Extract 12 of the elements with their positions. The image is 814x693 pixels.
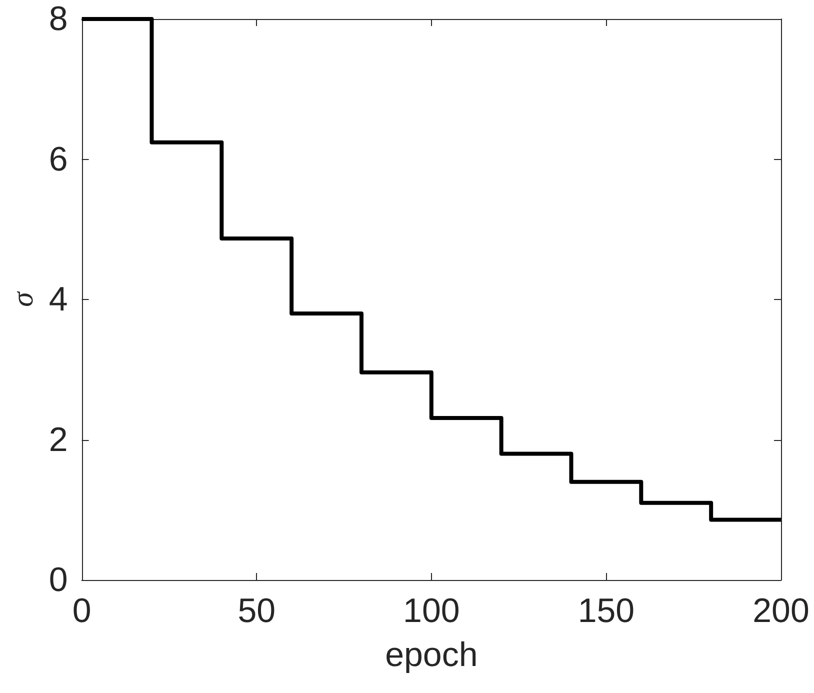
y-axis-title: σ bbox=[6, 290, 40, 307]
x-tick-label: 0 bbox=[72, 592, 92, 630]
y-tick-label: 0 bbox=[48, 561, 68, 599]
x-axis-title: epoch bbox=[385, 636, 478, 674]
x-tick-label: 150 bbox=[578, 592, 635, 630]
y-tick-label: 2 bbox=[48, 420, 68, 459]
x-tick-label: 100 bbox=[403, 592, 460, 630]
y-tick-label: 4 bbox=[48, 280, 68, 318]
x-tick-label: 200 bbox=[752, 592, 810, 630]
y-tick-label: 6 bbox=[48, 140, 68, 178]
x-tick-label: 50 bbox=[238, 592, 276, 630]
y-tick-label: 8 bbox=[48, 0, 68, 38]
